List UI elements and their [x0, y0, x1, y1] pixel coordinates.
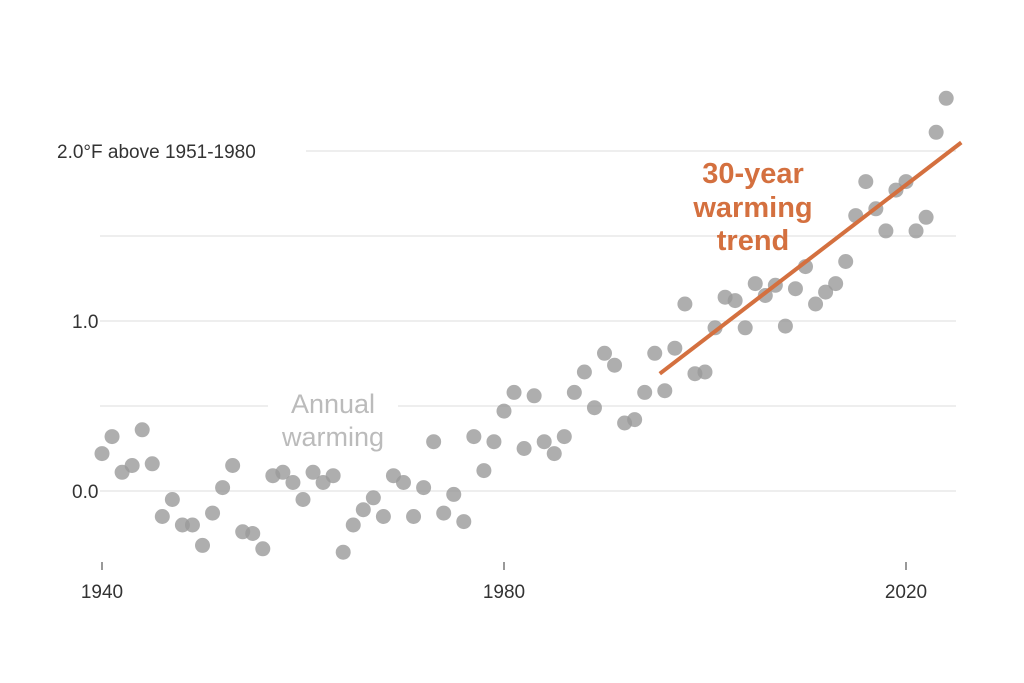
data-point: [536, 434, 552, 450]
data-point: [325, 468, 341, 484]
data-point: [365, 490, 381, 506]
x-tick-label: 1980: [483, 582, 525, 603]
data-point: [124, 458, 140, 473]
data-point: [777, 318, 793, 334]
annual-label-line2: warming: [281, 422, 384, 452]
data-point: [375, 509, 391, 524]
data-point: [164, 492, 180, 507]
data-point: [878, 223, 894, 239]
data-point: [446, 486, 462, 502]
data-point: [607, 357, 623, 373]
x-axis-labels: 1940 1980 2020: [81, 562, 927, 603]
data-point: [828, 276, 844, 292]
data-point: [195, 537, 210, 553]
y-tick-label: 1.0: [72, 312, 98, 333]
annual-warming-annotation: Annual warming: [268, 385, 398, 452]
data-point: [466, 429, 482, 445]
trend-label-line2: warming: [692, 192, 812, 224]
data-point: [808, 296, 824, 312]
data-point: [205, 505, 221, 521]
data-point: [295, 492, 311, 507]
data-point: [184, 517, 200, 533]
data-point: [697, 364, 713, 380]
data-point: [396, 475, 411, 490]
data-point: [858, 174, 874, 190]
data-point: [657, 383, 673, 399]
data-point: [566, 384, 582, 400]
data-point: [647, 345, 663, 361]
data-point: [737, 320, 753, 336]
data-point: [406, 509, 422, 524]
data-point: [94, 446, 110, 462]
x-tick-label: 2020: [885, 582, 927, 603]
data-point: [516, 441, 532, 456]
data-points: [94, 90, 954, 560]
data-point: [154, 509, 170, 524]
data-point: [245, 526, 261, 541]
data-point: [335, 544, 351, 560]
data-point: [215, 480, 231, 496]
gridlines: [100, 150, 956, 492]
data-point: [908, 223, 924, 239]
data-point: [677, 296, 693, 312]
data-point: [838, 254, 854, 269]
data-point: [928, 124, 944, 140]
data-point: [586, 400, 602, 416]
y-axis-labels: 0.0 1.0 2.0°F above 1951-1980: [57, 142, 256, 503]
trend-line: [658, 140, 963, 376]
data-point: [918, 209, 934, 225]
trend-label-line1: 30-year: [702, 158, 804, 190]
y-tick-label: 0.0: [72, 482, 98, 503]
data-point: [496, 403, 512, 419]
data-point: [345, 517, 361, 533]
annual-label-line1: Annual: [291, 389, 375, 419]
data-point: [938, 90, 954, 106]
data-point: [556, 429, 572, 445]
data-point: [255, 541, 271, 557]
data-point: [275, 464, 291, 480]
data-point: [426, 434, 442, 450]
data-point: [486, 434, 502, 450]
data-point: [305, 464, 321, 480]
data-point: [225, 458, 241, 473]
data-point: [667, 340, 683, 356]
trend-label-line3: trend: [717, 225, 790, 257]
data-point: [637, 384, 653, 400]
data-point: [355, 502, 371, 518]
data-point: [787, 281, 803, 297]
data-point: [285, 475, 301, 490]
data-point: [436, 505, 452, 521]
data-point: [546, 446, 562, 462]
y-tick-label: 2.0°F above 1951-1980: [57, 142, 256, 163]
trend-line-group: [658, 140, 963, 376]
data-point: [134, 422, 150, 438]
data-point: [818, 284, 834, 300]
data-point: [576, 364, 592, 380]
data-point: [707, 320, 723, 336]
data-point: [104, 429, 120, 445]
data-point: [476, 463, 492, 479]
data-point: [747, 276, 763, 292]
data-point: [416, 480, 432, 496]
x-tick-label: 1940: [81, 582, 123, 603]
data-point: [506, 384, 522, 400]
data-point: [144, 456, 160, 472]
data-point: [526, 388, 542, 404]
data-point: [597, 345, 612, 361]
trend-annotation: 30-year warming trend: [692, 158, 812, 257]
data-point: [456, 514, 472, 530]
data-point: [727, 293, 743, 309]
data-point: [627, 412, 643, 428]
